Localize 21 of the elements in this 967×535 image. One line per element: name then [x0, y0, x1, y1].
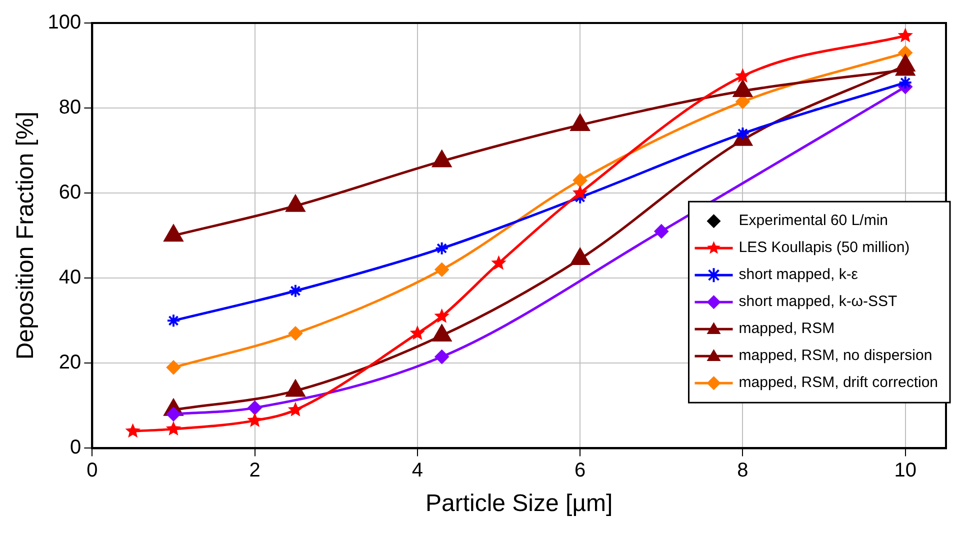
x-tick-label: 2	[249, 460, 260, 482]
y-tick-label: 60	[58, 182, 82, 204]
x-tick-label: 6	[574, 460, 586, 482]
x-tick-label: 8	[737, 460, 748, 482]
y-tick-label: 0	[70, 436, 82, 459]
x-tick-label: 0	[86, 460, 98, 482]
legend-label: mapped, RSM, no dispersion	[738, 347, 932, 364]
x-tick-label: 10	[894, 460, 916, 482]
y-tick-label: 20	[58, 352, 82, 374]
y-tick-label: 80	[58, 96, 82, 119]
x-tick-label: 4	[412, 460, 423, 482]
legend-label: short mapped, k-ε	[738, 266, 858, 284]
legend-label: mapped, RSM, drift correction	[738, 374, 938, 392]
legend-label: short mapped, k-ω-SST	[738, 293, 898, 310]
y-axis-title: Deposition Fraction [%]	[12, 112, 40, 360]
x-axis-title: Particle Size [µm]	[425, 490, 613, 518]
legend-label: Experimental 60 L/min	[738, 212, 888, 230]
y-tick-label: 100	[48, 12, 82, 34]
legend-label: LES Koullapis (50 million)	[738, 239, 910, 256]
legend-label: mapped, RSM	[738, 320, 835, 338]
y-tick-label: 40	[58, 266, 82, 289]
